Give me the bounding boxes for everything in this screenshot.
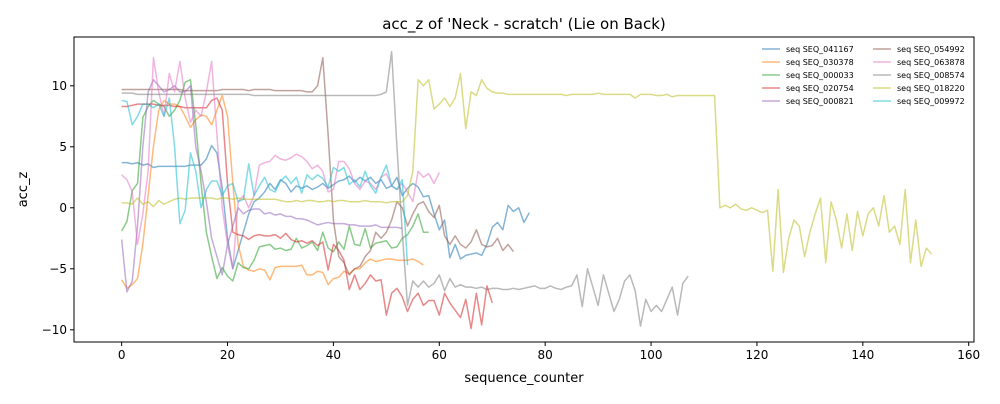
series-layer: [120, 50, 933, 330]
x-axis: 0 20 40 60 80 100 120 140 160: [118, 342, 980, 362]
series-line-10: [121, 97, 409, 266]
x-tick-label: 40: [326, 348, 341, 362]
x-tick-label: 0: [118, 348, 126, 362]
legend-item: seq SEQ_041167: [762, 45, 854, 54]
legend-item: seq SEQ_000821: [762, 97, 854, 106]
legend-item: seq SEQ_054992: [873, 45, 965, 54]
legend-label: seq SEQ_009972: [897, 97, 965, 106]
legend-label: seq SEQ_041167: [786, 45, 854, 54]
legend-label: seq SEQ_000033: [786, 71, 854, 80]
legend-item: seq SEQ_009972: [873, 97, 965, 106]
x-tick-label: 160: [957, 348, 980, 362]
legend-label: seq SEQ_008574: [897, 71, 965, 80]
y-tick-label: 10: [52, 79, 67, 93]
legend-item: seq SEQ_063878: [873, 58, 965, 67]
y-tick-label: 0: [59, 201, 67, 215]
series-line-6: [121, 56, 515, 276]
x-tick-label: 20: [220, 348, 235, 362]
x-tick-label: 80: [538, 348, 553, 362]
legend-label: seq SEQ_018220: [897, 84, 965, 93]
legend-item: seq SEQ_008574: [873, 71, 965, 80]
y-axis: −10 −5 0 5 10: [42, 79, 74, 337]
series-line-4: [121, 97, 493, 330]
chart-title: acc_z of 'Neck - scratch' (Lie on Back): [382, 15, 666, 34]
series-line-9: [121, 72, 933, 274]
legend-label: seq SEQ_054992: [897, 45, 965, 54]
y-axis-label: acc_z: [16, 172, 31, 208]
legend-label: seq SEQ_020754: [786, 84, 854, 93]
legend-label: seq SEQ_063878: [897, 58, 965, 67]
x-tick-label: 140: [851, 348, 874, 362]
legend-item: seq SEQ_018220: [873, 84, 965, 93]
series-line-2: [121, 94, 424, 290]
legend-label: seq SEQ_000821: [786, 97, 854, 106]
x-axis-label: sequence_counter: [464, 371, 584, 386]
x-tick-label: 120: [745, 348, 768, 362]
plot-frame: [73, 36, 975, 343]
legend-label: seq SEQ_030378: [786, 58, 854, 67]
y-tick-label: −10: [42, 323, 67, 337]
series-line-7: [121, 56, 440, 270]
series-line-8: [121, 50, 689, 327]
y-tick-label: −5: [49, 262, 67, 276]
x-tick-label: 100: [640, 348, 663, 362]
series-line-1: [121, 144, 530, 270]
legend-item: seq SEQ_020754: [762, 84, 854, 93]
series-line-3: [120, 78, 429, 282]
y-tick-label: 5: [59, 140, 67, 154]
x-tick-label: 60: [432, 348, 447, 362]
legend-item: seq SEQ_030378: [762, 58, 854, 67]
legend-item: seq SEQ_000033: [762, 71, 854, 80]
